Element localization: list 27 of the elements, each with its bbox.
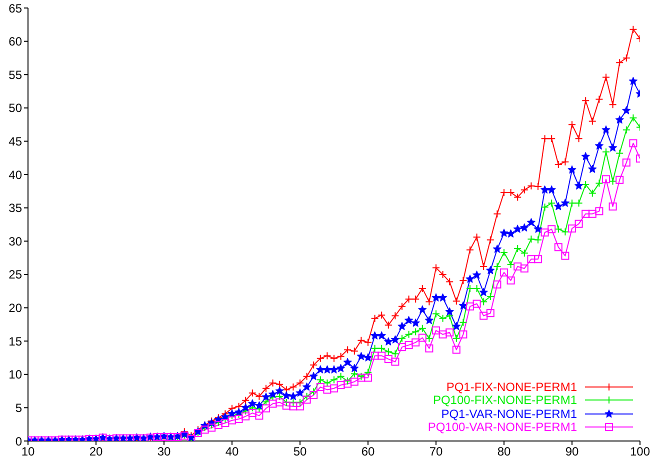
y-tick-label: 30 <box>8 234 22 248</box>
x-tick-label: 100 <box>630 444 650 459</box>
y-tick-label: 45 <box>8 134 22 148</box>
legend-label: PQ100-VAR-NONE-PERM1 <box>428 420 577 434</box>
legend-label: PQ1-FIX-NONE-PERM1 <box>446 380 577 394</box>
y-tick-label: 5 <box>15 400 22 415</box>
y-tick-label: 10 <box>8 368 22 382</box>
y-tick-label: 20 <box>8 301 22 316</box>
x-tick-label: 90 <box>565 444 579 459</box>
legend-label: PQ1-VAR-NONE-PERM1 <box>441 406 577 421</box>
legend-label: PQ100-FIX-NONE-PERM1 <box>432 393 577 408</box>
y-tick-label: 15 <box>8 334 22 348</box>
y-tick-label: 0 <box>15 434 22 448</box>
y-tick-label: 35 <box>8 201 22 216</box>
x-tick-label: 50 <box>293 444 307 459</box>
y-tick-label: 50 <box>8 101 22 116</box>
x-tick-label: 70 <box>429 444 443 459</box>
y-tick-label: 60 <box>8 34 22 49</box>
x-tick-label: 60 <box>361 444 375 459</box>
x-tick-label: 30 <box>157 444 171 459</box>
y-tick-label: 65 <box>8 1 22 16</box>
x-tick-label: 40 <box>225 444 239 459</box>
y-tick-label: 25 <box>8 268 22 282</box>
x-tick-label: 20 <box>89 444 103 459</box>
y-tick-label: 55 <box>8 68 22 82</box>
y-tick-label: 40 <box>8 168 22 182</box>
x-tick-label: 80 <box>497 444 511 459</box>
